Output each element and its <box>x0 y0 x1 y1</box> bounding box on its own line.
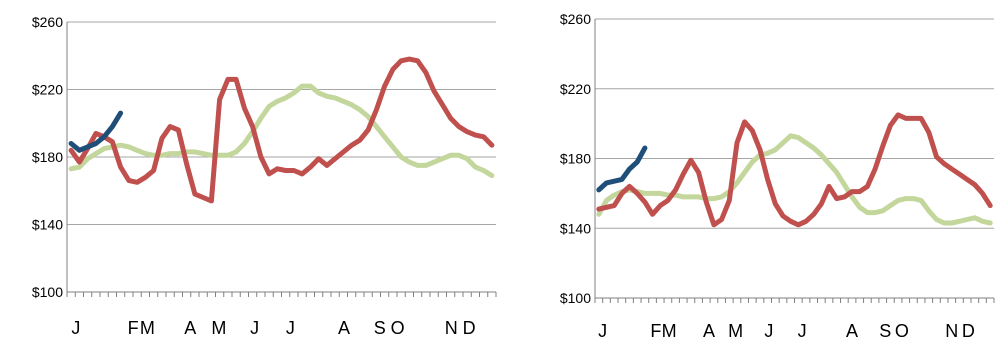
month-label: J <box>250 318 259 338</box>
series-line-blue <box>596 145 648 193</box>
month-label: S <box>879 321 891 338</box>
month-label: O <box>391 318 405 338</box>
month-label: M <box>211 318 226 338</box>
month-label: N <box>445 318 458 338</box>
y-tick-label: $260 <box>32 14 63 30</box>
y-tick-label: $140 <box>32 217 63 233</box>
month-label: D <box>463 318 476 338</box>
series-line-green <box>68 83 495 179</box>
month-label: M <box>662 321 677 338</box>
month-label: A <box>703 321 715 338</box>
month-label: J <box>286 318 295 338</box>
series-line-green <box>596 133 993 226</box>
series-line-red <box>596 112 993 228</box>
y-tick-label: $180 <box>32 149 63 165</box>
month-label: S <box>374 318 386 338</box>
y-tick-label: $100 <box>32 284 63 300</box>
y-tick-label: $260 <box>560 11 591 27</box>
month-label: A <box>846 321 858 338</box>
month-label: F <box>650 321 661 338</box>
month-label: J <box>71 318 80 338</box>
y-tick-label: $140 <box>560 220 591 236</box>
month-label: J <box>798 321 807 338</box>
month-label: O <box>895 321 909 338</box>
month-label: M <box>728 321 743 338</box>
series-line-blue <box>68 110 124 153</box>
y-tick-label: $100 <box>560 290 591 306</box>
y-tick-label: $220 <box>560 81 591 97</box>
y-tick-label: $180 <box>560 151 591 167</box>
month-label: A <box>338 318 350 338</box>
month-label: F <box>128 318 139 338</box>
month-label: N <box>945 321 958 338</box>
series-line-red <box>68 56 495 204</box>
month-label: J <box>764 321 773 338</box>
month-label: J <box>598 321 607 338</box>
month-label: M <box>140 318 155 338</box>
y-tick-label: $220 <box>32 82 63 98</box>
month-label: D <box>962 321 975 338</box>
month-label: A <box>184 318 196 338</box>
